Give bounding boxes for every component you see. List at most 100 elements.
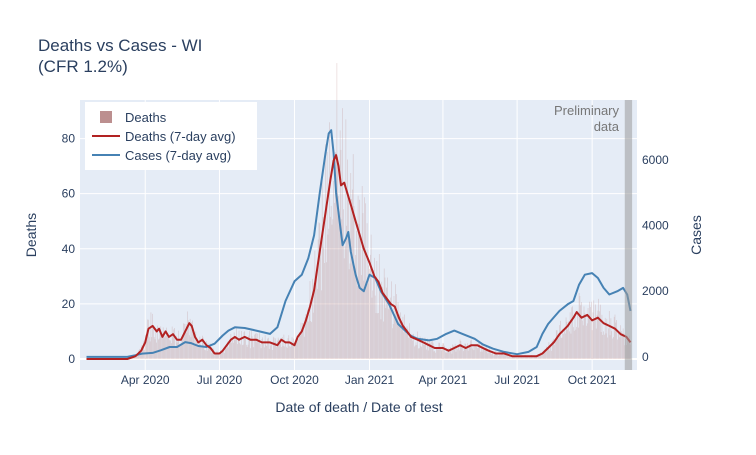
death-bar xyxy=(435,352,436,359)
death-bar xyxy=(141,345,143,359)
death-bar xyxy=(414,345,416,359)
death-bar xyxy=(162,333,163,359)
death-bar xyxy=(238,330,240,359)
death-bar xyxy=(546,347,548,359)
death-bar xyxy=(152,313,153,359)
death-bar xyxy=(460,341,462,359)
death-bar xyxy=(562,328,564,359)
death-bar xyxy=(257,333,259,359)
death-bar xyxy=(578,292,580,359)
death-bar xyxy=(472,346,474,359)
death-bar xyxy=(380,319,382,359)
death-bar xyxy=(427,338,428,359)
death-bar xyxy=(250,330,252,359)
death-bar xyxy=(599,304,601,359)
death-bar xyxy=(206,350,208,359)
death-bar xyxy=(466,347,467,359)
death-bar xyxy=(292,343,294,359)
death-bar xyxy=(549,350,551,359)
death-bar xyxy=(322,217,324,359)
death-bar xyxy=(560,337,562,359)
death-bar xyxy=(486,349,488,359)
death-bar xyxy=(350,172,352,359)
death-bar xyxy=(503,355,505,359)
death-bar xyxy=(396,313,398,359)
death-bar xyxy=(487,353,489,359)
death-bar xyxy=(268,348,270,359)
death-bar xyxy=(258,341,259,359)
death-bar xyxy=(328,228,330,359)
death-bar xyxy=(160,326,162,359)
death-bar xyxy=(286,347,288,359)
death-bar xyxy=(583,306,585,359)
death-bar xyxy=(539,354,541,359)
death-bar xyxy=(492,351,493,359)
x-tick-label: Oct 2021 xyxy=(568,373,617,387)
death-bar xyxy=(354,268,356,359)
death-bar xyxy=(395,284,396,359)
death-bar xyxy=(574,313,576,359)
death-bar xyxy=(541,355,542,359)
death-bar xyxy=(412,340,414,359)
death-bar xyxy=(529,357,531,359)
death-bar xyxy=(619,337,621,359)
death-bar xyxy=(498,355,499,359)
death-bar xyxy=(374,295,376,359)
death-bar xyxy=(357,195,359,359)
death-bar xyxy=(172,332,174,359)
death-bar xyxy=(332,219,334,359)
death-bar xyxy=(310,321,312,359)
death-bar xyxy=(267,338,268,359)
death-bar xyxy=(477,348,479,359)
death-bar xyxy=(409,323,410,359)
death-bar xyxy=(383,268,385,359)
deaths-avg-line xyxy=(86,154,632,360)
death-bar xyxy=(544,349,546,359)
death-bar xyxy=(622,328,624,359)
death-bar xyxy=(278,339,280,359)
death-bar xyxy=(312,312,314,359)
death-bar xyxy=(420,346,422,359)
death-bar xyxy=(316,288,318,359)
death-bar xyxy=(211,349,213,359)
death-bar xyxy=(248,335,250,359)
death-bar xyxy=(500,352,502,359)
death-bar xyxy=(610,318,612,359)
death-bar xyxy=(580,305,582,359)
death-bar xyxy=(586,325,587,359)
death-bar xyxy=(555,341,556,359)
death-bar xyxy=(389,306,391,359)
death-bar xyxy=(374,257,375,359)
y-left-tick-label: 0 xyxy=(68,352,75,366)
preliminary-label-line1: Preliminary xyxy=(554,103,620,118)
death-bar xyxy=(371,297,373,359)
death-bar xyxy=(620,325,622,359)
chart-subtitle: (CFR 1.2%) xyxy=(38,57,128,76)
death-bar xyxy=(236,328,237,359)
death-bar xyxy=(256,342,258,359)
death-bar xyxy=(481,351,483,359)
legend[interactable]: Deaths Deaths (7-day avg) Cases (7-day a… xyxy=(85,102,257,170)
death-bar xyxy=(494,351,496,359)
death-bar xyxy=(386,287,387,359)
death-bar xyxy=(581,302,582,359)
death-bar xyxy=(495,350,497,359)
death-bar xyxy=(231,342,233,359)
death-bar xyxy=(534,356,536,359)
death-bar xyxy=(367,283,369,359)
death-bar xyxy=(341,219,343,359)
death-bar xyxy=(337,156,339,359)
death-bar xyxy=(525,356,527,359)
death-bar xyxy=(339,211,340,359)
death-bar xyxy=(163,333,165,359)
death-bar xyxy=(608,328,609,359)
cases-avg-line xyxy=(86,129,632,358)
death-bar xyxy=(540,352,542,359)
death-bar xyxy=(537,354,539,359)
death-bar xyxy=(567,329,569,359)
death-bar xyxy=(493,355,494,359)
x-tick-label: Apr 2021 xyxy=(419,373,468,387)
death-bar xyxy=(596,314,598,359)
death-bar xyxy=(378,312,379,359)
death-bar xyxy=(232,342,234,359)
